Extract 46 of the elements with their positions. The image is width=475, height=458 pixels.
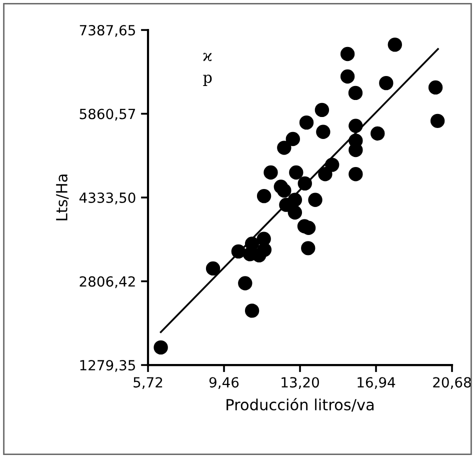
- point: [277, 183, 292, 198]
- x-axis-title: Producción litros/va: [226, 398, 374, 412]
- point: [288, 205, 302, 220]
- point: [348, 86, 363, 100]
- y-tick-label: 5860,57: [80, 108, 136, 121]
- y-tick-label: 2806,42: [80, 276, 135, 288]
- y-tick-label: 4333,50: [79, 192, 136, 204]
- point: [238, 276, 252, 290]
- x-tick-label: 16,94: [358, 377, 396, 389]
- point: [206, 261, 220, 276]
- point: [256, 188, 272, 204]
- point: [318, 167, 332, 182]
- point: [314, 102, 330, 118]
- x-tick-label: 9,46: [209, 377, 239, 389]
- point: [298, 176, 312, 191]
- point: [340, 46, 355, 62]
- point: [430, 114, 445, 128]
- annotation: ϰ: [203, 52, 212, 62]
- point: [231, 244, 246, 259]
- point: [154, 340, 168, 355]
- point: [308, 192, 322, 207]
- point: [428, 80, 443, 95]
- point: [388, 38, 402, 52]
- point: [370, 126, 385, 141]
- point: [252, 248, 266, 262]
- point: [325, 158, 340, 172]
- y-tick-label: 1279,35: [80, 360, 135, 372]
- x-tick-label: 13,20: [282, 377, 319, 389]
- x-tick-label: 5,72: [134, 377, 162, 389]
- point: [299, 115, 314, 130]
- point: [264, 165, 278, 180]
- point: [286, 132, 300, 146]
- point: [348, 167, 363, 182]
- y-axis-title: Lts/Ha: [56, 174, 69, 220]
- point: [316, 124, 330, 139]
- point: [379, 76, 394, 90]
- point: [277, 140, 292, 155]
- point: [348, 118, 363, 133]
- x-tick-label: 20,68: [433, 377, 471, 389]
- point: [340, 69, 355, 84]
- y-tick-label: 7387,65: [80, 24, 135, 37]
- point: [301, 241, 316, 256]
- point: [289, 165, 304, 180]
- point: [279, 198, 294, 212]
- annotation: p: [203, 74, 212, 86]
- point: [244, 304, 260, 318]
